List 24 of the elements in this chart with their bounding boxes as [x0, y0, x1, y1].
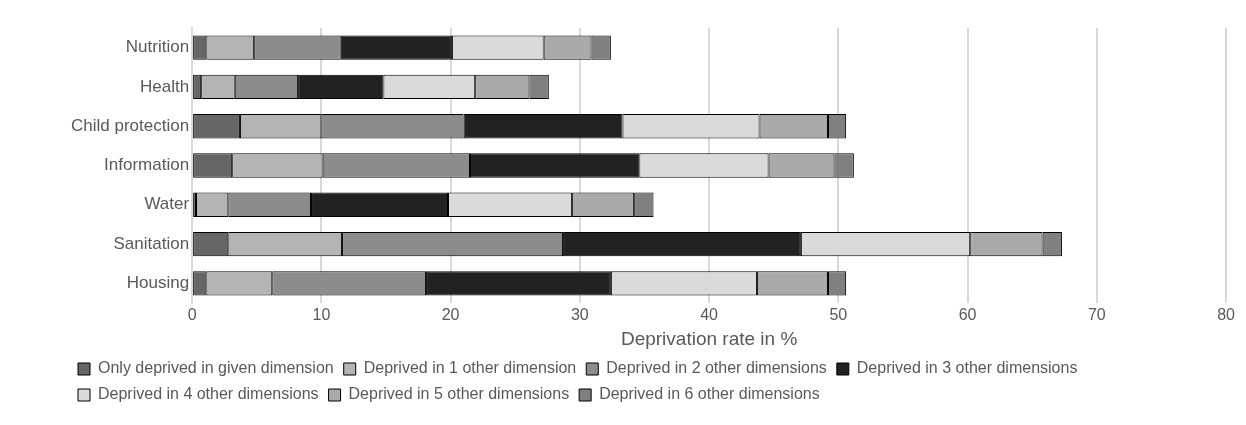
x-tick-label: 40	[700, 306, 719, 324]
legend-label: Deprived in 4 other dimensions	[98, 385, 319, 403]
x-tick-label: 10	[312, 306, 331, 324]
legend-label: Deprived in 5 other dimensions	[348, 385, 570, 403]
x-tick-label: 30	[570, 306, 589, 324]
y-tick-label: Water	[144, 194, 190, 214]
y-tick-label: Information	[104, 155, 190, 175]
x-tick-label: 0	[187, 306, 197, 324]
x-tick-label: 80	[1217, 306, 1236, 324]
x-tick-label: 70	[1087, 306, 1106, 324]
y-tick-label: Child protection	[71, 115, 190, 135]
x-tick-label: 60	[958, 306, 977, 324]
x-axis-title: Deprivation rate in %	[620, 327, 798, 349]
legend-label: Only deprived in given dimension	[98, 359, 334, 377]
legend-label: Deprived in 3 other dimensions	[856, 359, 1078, 377]
y-tick-label: Health	[139, 76, 190, 96]
legend-label: Deprived in 6 other dimensions	[599, 385, 820, 403]
x-tick-label: 20	[441, 306, 460, 324]
y-tick-label: Nutrition	[125, 37, 190, 57]
legend-label: Deprived in 1 other dimension	[363, 359, 577, 377]
y-tick-label: Housing	[126, 273, 190, 293]
y-tick-label: Sanitation	[113, 233, 190, 253]
x-tick-label: 50	[829, 306, 848, 324]
legend-label: Deprived in 2 other dimensions	[606, 359, 827, 377]
